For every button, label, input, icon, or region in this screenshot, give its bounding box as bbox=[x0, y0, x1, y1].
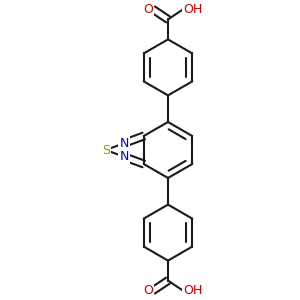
Text: O: O bbox=[143, 3, 153, 16]
Text: O: O bbox=[143, 284, 153, 297]
Text: OH: OH bbox=[183, 3, 202, 16]
Text: N: N bbox=[119, 150, 129, 163]
Text: S: S bbox=[102, 143, 110, 157]
Text: OH: OH bbox=[183, 284, 202, 297]
Text: N: N bbox=[119, 137, 129, 150]
